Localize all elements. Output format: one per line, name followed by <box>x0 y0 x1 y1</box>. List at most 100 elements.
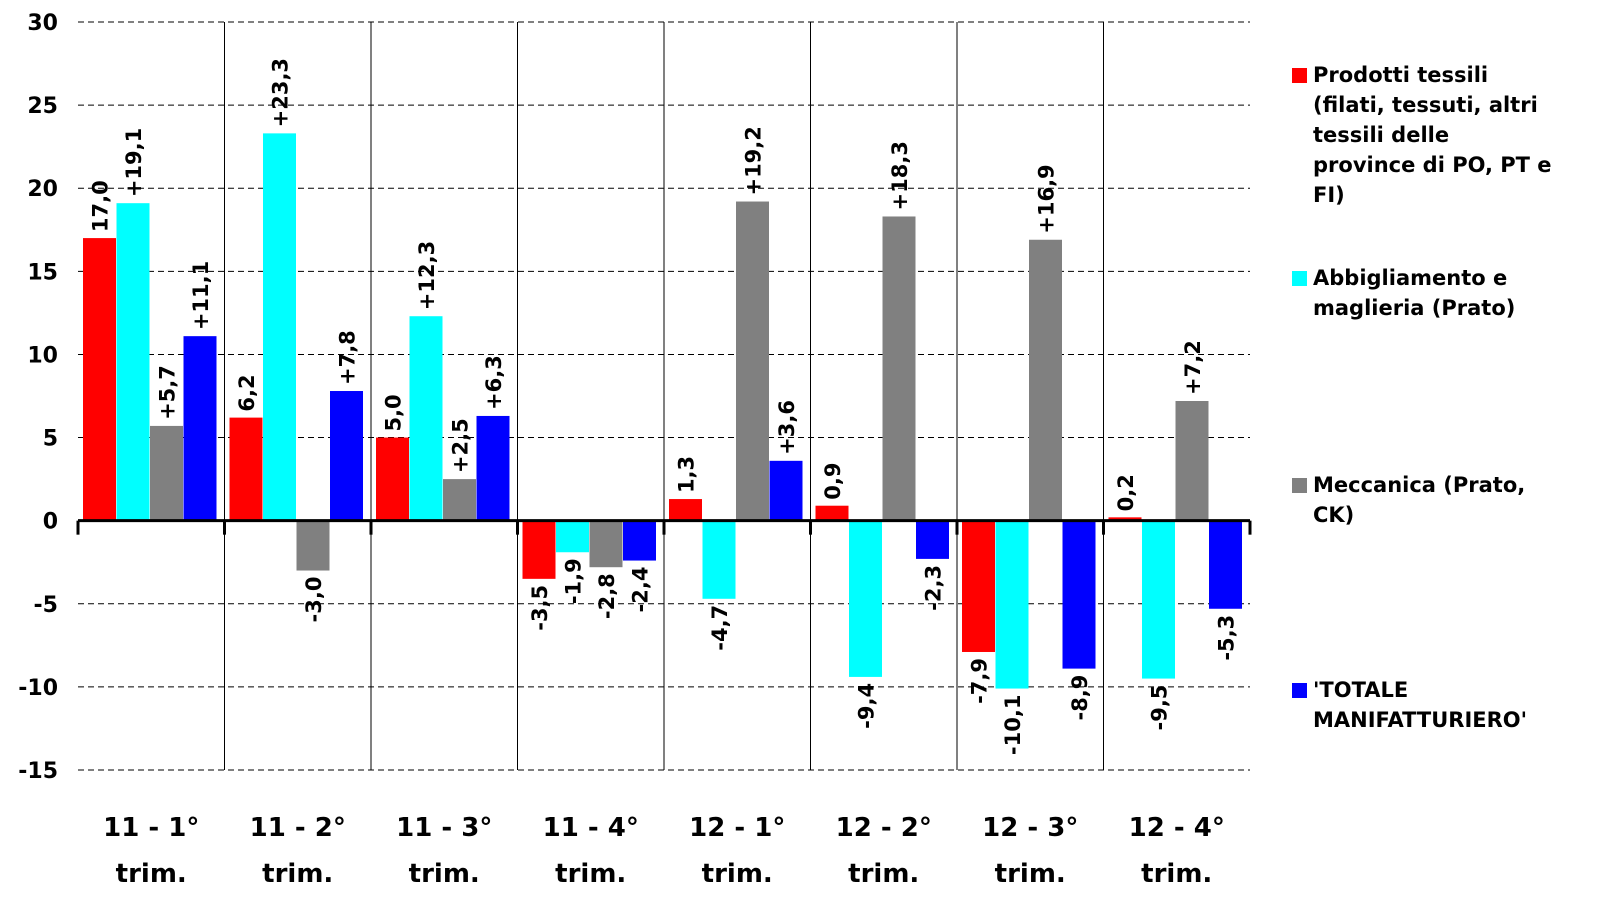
legend-label: Abbigliamento e maglieria (Prato) <box>1313 263 1585 323</box>
category-label: trim. <box>409 859 480 889</box>
legend-label: Prodotti tessili (filati, tessuti, altri t… <box>1313 60 1585 210</box>
legend-label-line: tessili delle <box>1313 123 1450 147</box>
bar-2-7 <box>995 520 1029 689</box>
bar-3-5 <box>736 201 769 521</box>
x-axis <box>76 519 1252 535</box>
legend-label-line: MANIFATTURIERO' <box>1313 708 1528 732</box>
data-label: -7,9 <box>968 658 992 704</box>
legend-label: Meccanica (Prato, CK) <box>1313 470 1585 530</box>
data-label: +18,3 <box>888 141 912 210</box>
y-tick-label: 25 <box>27 94 58 119</box>
legend-label-line: Abbigliamento e <box>1313 266 1508 290</box>
category-label: trim. <box>702 859 773 889</box>
data-label: -5,3 <box>1215 615 1239 661</box>
data-label: +2,5 <box>449 418 473 473</box>
data-label: 0,9 <box>821 463 845 500</box>
bar-3-4 <box>589 520 623 568</box>
y-tick-label: 10 <box>27 343 58 368</box>
bar-1-8 <box>1108 517 1142 521</box>
legend-label-line: Prodotti tessili <box>1313 63 1489 87</box>
category-label: trim. <box>995 859 1066 889</box>
bar-3-6 <box>882 216 916 521</box>
data-label: +6,3 <box>482 355 506 410</box>
legend-swatch <box>1292 271 1307 286</box>
legend-label-line: province di PO, PT e <box>1313 153 1552 177</box>
bar-3-8 <box>1175 400 1209 521</box>
legend-item: Prodotti tessili (filati, tessuti, altri t… <box>1292 60 1585 210</box>
bar-2-8 <box>1142 520 1175 679</box>
legend-item: Abbigliamento e maglieria (Prato) <box>1292 263 1585 323</box>
category-label: trim. <box>1141 859 1212 889</box>
bar-4-3 <box>476 415 510 521</box>
category-label: 11 - 4° <box>543 813 639 843</box>
data-label: 6,2 <box>235 374 259 411</box>
data-label: -2,8 <box>595 573 619 619</box>
legend-label: 'TOTALE MANIFATTURIERO' <box>1313 675 1585 735</box>
category-label: trim. <box>555 859 626 889</box>
data-label: -9,5 <box>1148 685 1172 731</box>
data-label: -3,5 <box>528 585 552 631</box>
data-label: 5,0 <box>382 394 406 431</box>
bar-3-3 <box>443 479 476 521</box>
data-label: +19,1 <box>122 128 146 197</box>
legend-swatch <box>1292 478 1307 493</box>
category-label: 11 - 1° <box>103 813 199 843</box>
data-label: +5,7 <box>156 365 180 420</box>
bar-4-5 <box>769 460 803 521</box>
data-label: +16,9 <box>1035 164 1059 233</box>
y-tick-label: 30 <box>27 11 58 36</box>
data-label: -2,3 <box>922 565 946 611</box>
bar-chart: -15 -10 -5 0 5 10 15 20 25 30 17,0 6,2 5,0 -3,5 1,3 0,… <box>18 11 1252 889</box>
y-tick-label: 20 <box>27 177 58 202</box>
data-label: +11,1 <box>189 261 213 330</box>
data-label: +3,6 <box>775 400 799 455</box>
bar-4-8 <box>1209 520 1242 609</box>
data-label: 17,0 <box>89 180 113 232</box>
y-tick-label: 5 <box>43 427 58 452</box>
legend-label-line: FI) <box>1313 183 1345 207</box>
legend-label-line: 'TOTALE <box>1313 678 1409 702</box>
category-label: 11 - 3° <box>396 813 492 843</box>
bar-1-3 <box>376 437 409 521</box>
data-label: -1,9 <box>562 558 586 604</box>
bar-4-1 <box>183 336 217 521</box>
data-label: -4,7 <box>708 605 732 651</box>
category-label: 12 - 1° <box>689 813 785 843</box>
category-label: trim. <box>848 859 919 889</box>
data-label: -3,0 <box>302 577 326 623</box>
legend-item: 'TOTALE MANIFATTURIERO' <box>1292 675 1585 735</box>
legend-label-line: CK) <box>1313 503 1355 527</box>
data-label: +19,2 <box>742 126 766 195</box>
data-label: +7,8 <box>336 330 360 385</box>
data-label: -9,4 <box>855 683 879 729</box>
y-tick-label: -5 <box>34 593 58 618</box>
bar-2-5 <box>702 520 736 599</box>
category-label: trim. <box>116 859 187 889</box>
bar-1-4 <box>522 520 556 579</box>
y-tick-label: 15 <box>27 260 58 285</box>
bar-4-6 <box>916 520 949 559</box>
bar-4-2 <box>330 391 363 521</box>
bar-3-2 <box>296 520 330 571</box>
data-label: -8,9 <box>1068 675 1092 721</box>
bar-3-1 <box>150 425 183 521</box>
bar-2-3 <box>409 316 443 521</box>
data-label: -2,4 <box>629 567 653 613</box>
bar-2-1 <box>116 203 150 521</box>
y-tick-label: -10 <box>18 676 58 701</box>
legend-label-line: maglieria (Prato) <box>1313 296 1516 320</box>
bar-2-2 <box>263 133 296 521</box>
data-labels: 17,0 6,2 5,0 -3,5 1,3 0,9 -7,9 0,2 +19,1 +23,3 +12… <box>89 58 1239 755</box>
category-label: 11 - 2° <box>250 813 346 843</box>
legend-label-line: (filati, tessuti, altri <box>1313 93 1538 117</box>
data-label: +12,3 <box>415 241 439 310</box>
bar-1-1 <box>83 238 116 521</box>
category-labels: 11 - 1° trim. 11 - 2° trim. 11 - 3° trim. 11 -… <box>103 813 1225 889</box>
legend-label-line: Meccanica (Prato, <box>1313 473 1526 497</box>
bar-2-4 <box>556 520 589 553</box>
data-label: +7,2 <box>1181 340 1205 395</box>
bar-2-6 <box>849 520 882 677</box>
bar-4-7 <box>1062 520 1096 669</box>
y-axis: -15 -10 -5 0 5 10 15 20 25 30 <box>18 11 58 784</box>
bar-1-5 <box>669 499 702 521</box>
